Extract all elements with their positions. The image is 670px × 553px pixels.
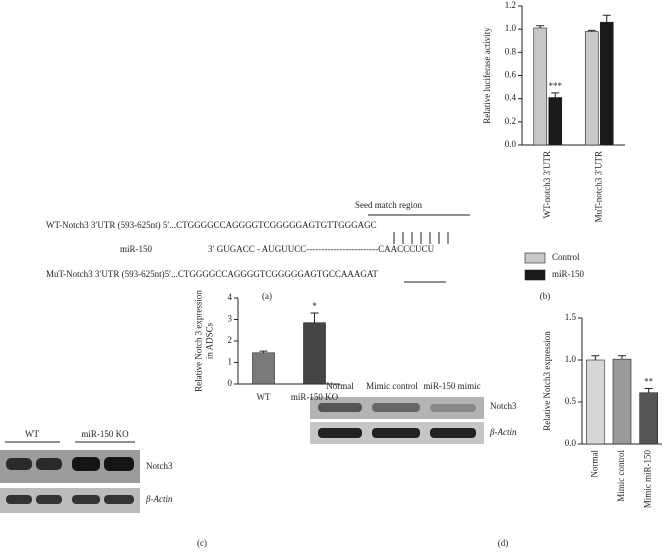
blot-d: Normal Mimic control miR-150 mimic Notch…: [310, 381, 517, 444]
panel-label: (d): [498, 538, 509, 548]
error-bar: [587, 29, 596, 32]
y-tick-label: 1: [228, 357, 233, 367]
legend-label: miR-150: [552, 269, 585, 279]
panel-label: (b): [540, 291, 551, 301]
blot-row: β-Actin: [489, 427, 517, 437]
mut-sequence: MuT-Notch3 3′UTR (593-625nt)5′...CTGGGGC…: [46, 269, 378, 279]
y-tick-label: 1.0: [565, 354, 577, 364]
x-tick-label: miR-150 KO: [291, 392, 339, 402]
blot-row: Notch3: [490, 401, 517, 411]
mir-sequence: 3′ GUGACC - AUGUUCC---------------------…: [208, 244, 435, 254]
blot-group: miR-150 KO: [81, 429, 129, 439]
bar: [533, 27, 548, 146]
y-tick-label: 0: [228, 378, 233, 388]
wt-sequence: WT-Notch3 3′UTR (593-625nt) 5′...CTGGGGC…: [46, 220, 377, 230]
blot-group: WT: [25, 429, 39, 439]
legend-label: Control: [552, 252, 580, 262]
error-bar: [591, 355, 600, 360]
legend-swatch: [524, 269, 546, 281]
bar: [599, 21, 614, 146]
error-bar: [536, 25, 545, 29]
y-tick-label: 0.0: [565, 438, 577, 448]
x-tick-label: WT-notch3 3′UTR: [542, 151, 552, 218]
x-tick-label: WT: [257, 392, 271, 402]
error-bar: [644, 388, 653, 393]
bar: [584, 31, 599, 146]
x-tick-label: Mimic miR-150: [643, 450, 653, 509]
y-tick-label: 0.0: [505, 139, 517, 149]
legend-swatch: [524, 252, 546, 264]
annotation: *: [312, 301, 317, 311]
y-axis-label: Relative Notch 3 expression: [194, 290, 204, 392]
bar: [548, 97, 563, 146]
error-bar: [310, 312, 319, 323]
blot-row: β-Actin: [145, 494, 173, 504]
panel-label: (a): [262, 291, 272, 301]
y-tick-label: 4: [228, 292, 233, 302]
mir-name: miR-150: [120, 244, 153, 254]
blot-lane: Mimic control: [366, 381, 418, 391]
panel-label: (c): [197, 538, 207, 548]
error-bar: [602, 14, 611, 23]
error-bar: [618, 355, 626, 360]
y-tick-label: 1.0: [505, 23, 517, 33]
y-tick-label: 0.6: [505, 70, 517, 80]
y-tick-label: 1.2: [505, 0, 516, 10]
annotation: **: [644, 377, 654, 387]
y-axis-label: in ADSCs: [205, 322, 215, 359]
blot-lane: miR-150 mimic: [423, 381, 480, 391]
bar: [586, 359, 605, 445]
bar: [639, 392, 658, 445]
blot-row: Notch3: [146, 461, 173, 471]
y-axis-label: Relative luciferase activity: [482, 27, 492, 124]
y-tick-label: 0.8: [505, 46, 517, 56]
y-tick-label: 1.5: [565, 312, 577, 322]
error-bar: [551, 92, 560, 98]
y-tick-label: 3: [228, 314, 233, 324]
bar: [612, 358, 632, 445]
x-tick-label: Mimic control: [616, 450, 626, 502]
y-tick-label: 0.4: [505, 93, 517, 103]
panel-a: Seed match region WT-Notch3 3′UTR (593-6…: [46, 200, 550, 548]
y-axis-label: Relative Notch3 expression: [542, 331, 552, 431]
blot-c: WT miR-150 KO Notch3 β-Actin: [0, 429, 173, 513]
y-tick-label: 0.2: [505, 116, 516, 126]
pairing-lines: [393, 232, 449, 244]
y-tick-label: 0.5: [565, 396, 577, 406]
bar: [252, 352, 275, 385]
y-tick-label: 2: [228, 335, 233, 345]
blot-lane: Normal: [326, 381, 354, 391]
annotation: ***: [549, 81, 563, 91]
x-tick-label: Normal: [589, 450, 599, 478]
bar: [303, 322, 326, 385]
seed-label: Seed match region: [355, 200, 422, 210]
x-tick-label: MuT-notch3 3′UTR: [593, 151, 603, 222]
error-bar: [259, 350, 268, 353]
